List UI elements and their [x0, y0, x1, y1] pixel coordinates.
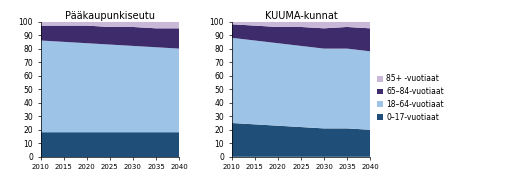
Legend: 85+ -vuotiaat, 65–84-vuotiaat, 18–64-vuotiaat, 0–17-vuotiaat: 85+ -vuotiaat, 65–84-vuotiaat, 18–64-vuo… [377, 74, 445, 122]
Title: Pääkaupunkiseutu: Pääkaupunkiseutu [65, 11, 155, 21]
Title: KUUMA-kunnat: KUUMA-kunnat [265, 11, 337, 21]
